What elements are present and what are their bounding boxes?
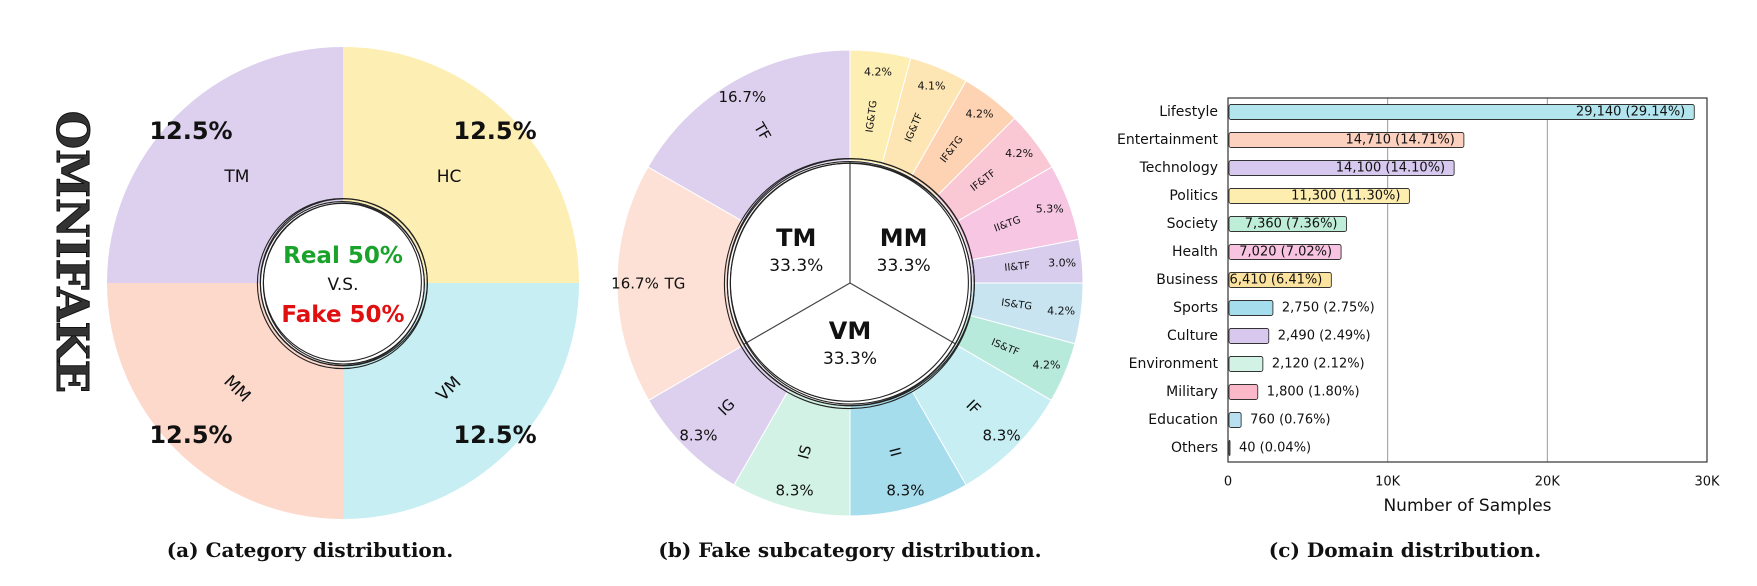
donut-value-is-tf: 4.2% bbox=[1033, 359, 1061, 372]
caption-b: (b) Fake subcategory distribution. bbox=[658, 538, 1041, 562]
caption-a: (a) Category distribution. bbox=[167, 538, 454, 562]
donut-label-tg: TG bbox=[664, 275, 686, 293]
x-tick-label: 0 bbox=[1224, 475, 1232, 490]
bar-culture bbox=[1228, 328, 1270, 344]
value-label-politics: 11,300 (11.30%) bbox=[1291, 189, 1400, 204]
bar-lifestyle bbox=[1228, 104, 1695, 120]
inner-ring bbox=[723, 158, 975, 410]
category-label-environment: Environment bbox=[1129, 356, 1219, 372]
donut-value-if-tg: 4.2% bbox=[966, 107, 994, 120]
center-real: Real 50% bbox=[283, 243, 403, 269]
donut-label-is: IS bbox=[794, 443, 815, 461]
inner-divider bbox=[849, 282, 956, 345]
x-tick-label: 20K bbox=[1535, 475, 1561, 490]
x-tick-label: 30K bbox=[1694, 475, 1720, 490]
category-label-military: Military bbox=[1166, 384, 1218, 400]
bar-education bbox=[1228, 412, 1242, 428]
pie-slice-mm bbox=[107, 283, 343, 519]
donut-label-ii-tf: II&TF bbox=[1004, 260, 1031, 273]
center-hole bbox=[261, 201, 425, 365]
category-label-education: Education bbox=[1148, 412, 1218, 428]
inner-label-vm: VM bbox=[829, 317, 871, 345]
donut-value-ig: 8.3% bbox=[679, 427, 717, 445]
bar-politics bbox=[1228, 188, 1410, 204]
x-tick-label: 10K bbox=[1375, 475, 1401, 490]
category-label-entertainment: Entertainment bbox=[1117, 132, 1219, 148]
donut-label-is-tg: IS&TG bbox=[1000, 298, 1032, 313]
inner-value-tm: 33.3% bbox=[769, 256, 823, 276]
inner-label-tm: TM bbox=[776, 224, 816, 252]
center-vs: V.S. bbox=[327, 275, 358, 295]
category-label-lifestyle: Lifestyle bbox=[1159, 104, 1218, 120]
value-label-military: 1,800 (1.80%) bbox=[1267, 385, 1360, 400]
category-label-culture: Culture bbox=[1167, 328, 1218, 344]
inner-divider bbox=[744, 282, 851, 345]
donut-value-is-tg: 4.2% bbox=[1047, 305, 1075, 318]
bar-sports bbox=[1228, 300, 1274, 316]
slice-label-hc: HC bbox=[437, 167, 462, 187]
value-label-lifestyle: 29,140 (29.14%) bbox=[1576, 105, 1685, 120]
category-label-business: Business bbox=[1156, 272, 1218, 288]
category-label-others: Others bbox=[1171, 440, 1218, 456]
donut-value-ig-tf: 4.1% bbox=[918, 80, 946, 93]
slice-value-mm: 12.5% bbox=[149, 421, 232, 449]
plot-frame bbox=[1227, 97, 1708, 463]
value-label-business: 6,410 (6.41%) bbox=[1230, 273, 1323, 288]
slice-value-vm: 12.5% bbox=[453, 421, 536, 449]
bar-environment bbox=[1228, 356, 1264, 372]
slice-value-hc: 12.5% bbox=[453, 117, 536, 145]
value-label-technology: 14,100 (14.10%) bbox=[1336, 161, 1445, 176]
category-label-sports: Sports bbox=[1173, 300, 1218, 316]
donut-value-ii: 8.3% bbox=[886, 482, 924, 500]
donut-value-if: 8.3% bbox=[982, 427, 1020, 445]
pie-slice-hc bbox=[343, 47, 579, 283]
category-label-technology: Technology bbox=[1139, 160, 1218, 176]
x-axis-label: Number of Samples bbox=[1383, 496, 1551, 516]
value-label-education: 760 (0.76%) bbox=[1250, 413, 1330, 428]
category-label-health: Health bbox=[1172, 244, 1218, 260]
donut-value-tf: 16.7% bbox=[718, 88, 766, 106]
bar-others bbox=[1228, 440, 1231, 456]
center-fake: Fake 50% bbox=[281, 302, 404, 328]
inner-label-mm: MM bbox=[880, 224, 928, 252]
category-label-society: Society bbox=[1167, 216, 1218, 232]
value-label-society: 7,360 (7.36%) bbox=[1245, 217, 1338, 232]
value-label-entertainment: 14,710 (14.71%) bbox=[1346, 133, 1455, 148]
bar-business bbox=[1228, 272, 1332, 288]
bar-military bbox=[1228, 384, 1259, 400]
bar-society bbox=[1228, 216, 1347, 232]
bar-technology bbox=[1228, 160, 1455, 176]
category-label-politics: Politics bbox=[1169, 188, 1218, 204]
donut-value-is: 8.3% bbox=[776, 482, 814, 500]
side-logo: OMNIFAKE bbox=[46, 111, 97, 393]
bar-entertainment bbox=[1228, 132, 1465, 148]
inner-value-vm: 33.3% bbox=[823, 349, 877, 369]
domain-bar-chart: 0 10K 20K 30K Number of Samples Lifestyle 29,1… bbox=[1117, 97, 1720, 516]
caption-c: (c) Domain distribution. bbox=[1269, 538, 1541, 562]
value-label-environment: 2,120 (2.12%) bbox=[1272, 357, 1365, 372]
donut-label-ig-tg: IG&TG bbox=[865, 100, 880, 134]
subcategory-pie-chart: IG&TG4.2%IG&TF4.1%IF&TG4.2%IF&TF4.2%II&T… bbox=[611, 49, 1084, 517]
bar-health bbox=[1228, 244, 1342, 260]
donut-value-ii-tg: 5.3% bbox=[1036, 202, 1064, 215]
donut-value-if-tf: 4.2% bbox=[1005, 147, 1033, 160]
center-ring bbox=[256, 198, 428, 370]
donut-value-ii-tf: 3.0% bbox=[1048, 256, 1076, 269]
value-label-sports: 2,750 (2.75%) bbox=[1282, 301, 1375, 316]
value-label-health: 7,020 (7.02%) bbox=[1239, 245, 1332, 260]
donut-value-ig-tg: 4.2% bbox=[864, 65, 892, 78]
value-label-culture: 2,490 (2.49%) bbox=[1278, 329, 1371, 344]
slice-label-tm: TM bbox=[223, 167, 249, 187]
slice-value-tm: 12.5% bbox=[149, 117, 232, 145]
donut-value-tg: 16.7% bbox=[611, 275, 659, 293]
value-label-others: 40 (0.04%) bbox=[1239, 441, 1311, 456]
inner-value-mm: 33.3% bbox=[877, 256, 931, 276]
